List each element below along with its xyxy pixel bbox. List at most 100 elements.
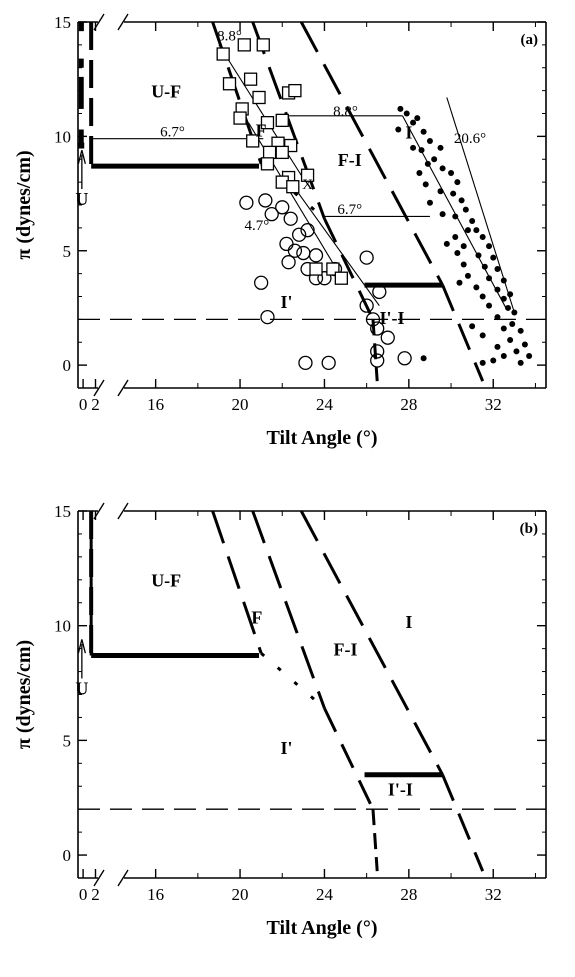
data-point-filled	[424, 160, 431, 167]
data-point-circle	[279, 236, 294, 252]
axis-break-mark	[117, 502, 129, 520]
phase-boundary	[371, 319, 379, 382]
angle-annotation: 4.7°	[245, 218, 270, 234]
region-label: U-F	[151, 571, 181, 591]
region-label: F-I	[334, 640, 358, 660]
data-point-filled	[397, 105, 404, 112]
x-tick-label: 16	[147, 395, 164, 414]
x-tick-label: 24	[316, 885, 334, 904]
data-point-circle	[298, 355, 313, 370]
x-tick-label: 0	[79, 395, 88, 414]
data-point-filled	[490, 254, 497, 261]
data-point-circle	[370, 353, 385, 368]
axis-break-mark	[117, 869, 129, 887]
y-tick-label: 0	[63, 846, 72, 865]
data-point-square	[243, 72, 258, 86]
phase-boundary	[323, 218, 375, 321]
x-tick-label: 28	[400, 885, 417, 904]
data-point-circle	[296, 245, 311, 261]
data-point-circle	[275, 200, 290, 215]
data-point-filled	[414, 115, 421, 122]
region-label: U-F	[151, 81, 181, 101]
data-point-filled	[462, 206, 469, 213]
fit-line	[446, 97, 515, 313]
axis-break-mark	[117, 13, 129, 31]
data-point-square	[256, 38, 270, 52]
data-point-square	[262, 145, 277, 160]
data-point-filled	[479, 332, 486, 339]
data-point-circle	[260, 309, 275, 325]
data-point-filled	[494, 343, 501, 350]
x-tick-label: 0	[79, 885, 88, 904]
x-axis-label: Tilt Angle (°)	[267, 427, 378, 449]
data-point-square	[309, 262, 323, 276]
phase-boundary	[323, 707, 375, 810]
axis-break-mark	[93, 379, 105, 397]
data-point-filled	[454, 250, 461, 257]
data-point-circle	[370, 321, 385, 336]
data-point-filled	[458, 197, 465, 204]
data-point-circle	[253, 275, 269, 290]
data-point-filled	[479, 234, 486, 241]
y-axis-label: π (dynes/cm)	[13, 640, 35, 749]
phase-boundary	[211, 510, 263, 654]
data-point-filled	[420, 128, 427, 135]
data-point-filled	[475, 252, 482, 259]
u-arrow-head	[77, 639, 86, 654]
data-point-filled	[464, 272, 471, 279]
data-point-filled	[422, 181, 429, 188]
data-point-circle	[397, 351, 412, 366]
y-tick-label: 10	[54, 617, 71, 636]
data-point-filled	[426, 199, 433, 206]
data-point-square	[286, 180, 300, 194]
data-point-filled	[410, 119, 417, 126]
data-point-circle	[283, 211, 298, 226]
panel-label: (a)	[521, 32, 539, 48]
data-point-filled	[517, 359, 524, 366]
data-point-filled	[426, 137, 433, 144]
data-point-filled	[490, 357, 497, 364]
data-point-filled	[500, 352, 507, 359]
phase-boundary	[371, 809, 379, 872]
data-point-circle	[291, 227, 307, 242]
data-point-filled	[494, 266, 501, 273]
data-point-filled	[486, 243, 493, 250]
data-point-filled	[469, 323, 476, 330]
data-point-filled	[494, 286, 501, 293]
region-label: U	[75, 679, 88, 699]
data-point-circle	[359, 298, 374, 313]
data-point-filled	[439, 165, 446, 172]
data-point-filled	[454, 179, 461, 186]
data-point-square	[246, 134, 260, 148]
y-axis-label: π (dynes/cm)	[13, 150, 35, 259]
data-point-filled	[486, 302, 493, 309]
angle-annotation: 8.8°	[217, 28, 242, 44]
data-point-filled	[460, 243, 467, 250]
data-point-circle	[287, 243, 303, 258]
data-point-square	[222, 77, 237, 91]
x-tick-label: 16	[147, 885, 164, 904]
data-point-filled	[410, 144, 417, 151]
data-point-filled	[448, 169, 455, 176]
data-point-filled	[418, 147, 425, 154]
data-point-square	[216, 47, 230, 61]
data-point-filled	[500, 277, 507, 284]
data-point-filled	[437, 188, 444, 195]
angle-annotation: 20.6°	[454, 131, 486, 147]
data-point-filled	[473, 284, 480, 291]
data-point-filled	[479, 359, 486, 366]
data-point-square	[233, 111, 247, 125]
data-point-filled	[473, 227, 480, 234]
region-label: U	[75, 189, 88, 209]
data-point-circle	[359, 250, 374, 265]
data-point-circle	[281, 255, 296, 270]
y-tick-label: 15	[54, 502, 71, 521]
data-point-circle	[239, 195, 254, 210]
data-point-filled	[450, 190, 457, 197]
data-point-filled	[403, 110, 410, 117]
region-label: I'-I	[388, 779, 413, 799]
data-point-filled	[420, 355, 427, 362]
